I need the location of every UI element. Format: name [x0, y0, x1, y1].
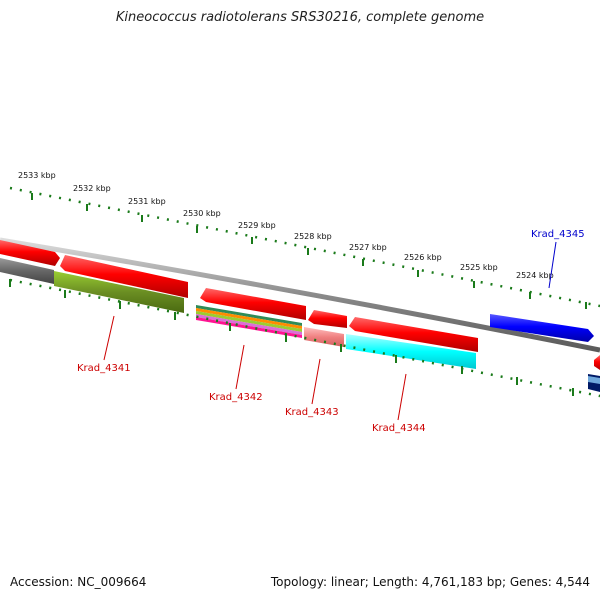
gene-labels[interactable]: Krad_4341 Krad_4342 Krad_4343 Krad_4344 …: [77, 229, 585, 434]
feature-stripe[interactable]: [196, 305, 302, 326]
leader-line: [397, 373, 407, 421]
scale-labels: 2533 kbp 2532 kbp 2531 kbp 2530 kbp 2529…: [18, 171, 554, 280]
feature-band[interactable]: [0, 258, 600, 392]
feature-pink[interactable]: [304, 327, 344, 347]
gene-arrow-blue[interactable]: [490, 314, 594, 342]
scale-label: 2532 kbp: [73, 184, 111, 193]
gene-label[interactable]: Krad_4344: [372, 423, 426, 434]
feature-olive[interactable]: [54, 271, 184, 313]
leader-line: [548, 241, 557, 289]
feature-grey[interactable]: [0, 258, 54, 284]
scale-label: 2529 kbp: [238, 221, 276, 230]
feature-stripe[interactable]: [196, 308, 302, 329]
gene-arrow[interactable]: [60, 255, 188, 298]
leader-line: [311, 358, 321, 405]
scale-label: 2533 kbp: [18, 171, 56, 180]
scale-label: 2527 kbp: [349, 243, 387, 252]
leader-line: [103, 315, 115, 361]
page-title: Kineococcus radiotolerans SRS30216, comp…: [115, 10, 485, 25]
scale-label: 2530 kbp: [183, 209, 221, 218]
gene-label[interactable]: Krad_4342: [209, 392, 263, 403]
gene-arrow[interactable]: [0, 240, 60, 266]
feature-stripe[interactable]: [196, 311, 302, 332]
leader-line: [235, 344, 245, 390]
scale-label: 2526 kbp: [404, 253, 442, 262]
label-leaders: [103, 241, 557, 421]
gene-arrow[interactable]: [308, 310, 347, 328]
scale-label: 2531 kbp: [128, 197, 166, 206]
gene-arrow[interactable]: [594, 355, 600, 370]
gene-arrow[interactable]: [349, 317, 478, 352]
scale-label: 2525 kbp: [460, 263, 498, 272]
gene-arrow[interactable]: [200, 288, 306, 320]
gene-label[interactable]: Krad_4341: [77, 363, 131, 374]
scale-ruler-upper: [9, 186, 600, 309]
gene-label[interactable]: Krad_4345: [531, 229, 585, 240]
accession-text: Accession: NC_009664: [10, 575, 147, 589]
gene-row-forward[interactable]: [0, 240, 600, 370]
feature-blue-end[interactable]: [588, 376, 600, 384]
genome-backbone: [0, 237, 600, 353]
gene-label[interactable]: Krad_4343: [285, 407, 339, 418]
scale-ruler-lower: [9, 278, 600, 398]
feature-stripe[interactable]: [196, 314, 302, 335]
feature-cyan[interactable]: [346, 334, 476, 369]
scale-label: 2528 kbp: [294, 232, 332, 241]
genome-summary-text: Topology: linear; Length: 4,761,183 bp; …: [270, 575, 590, 589]
scale-label: 2524 kbp: [516, 271, 554, 280]
